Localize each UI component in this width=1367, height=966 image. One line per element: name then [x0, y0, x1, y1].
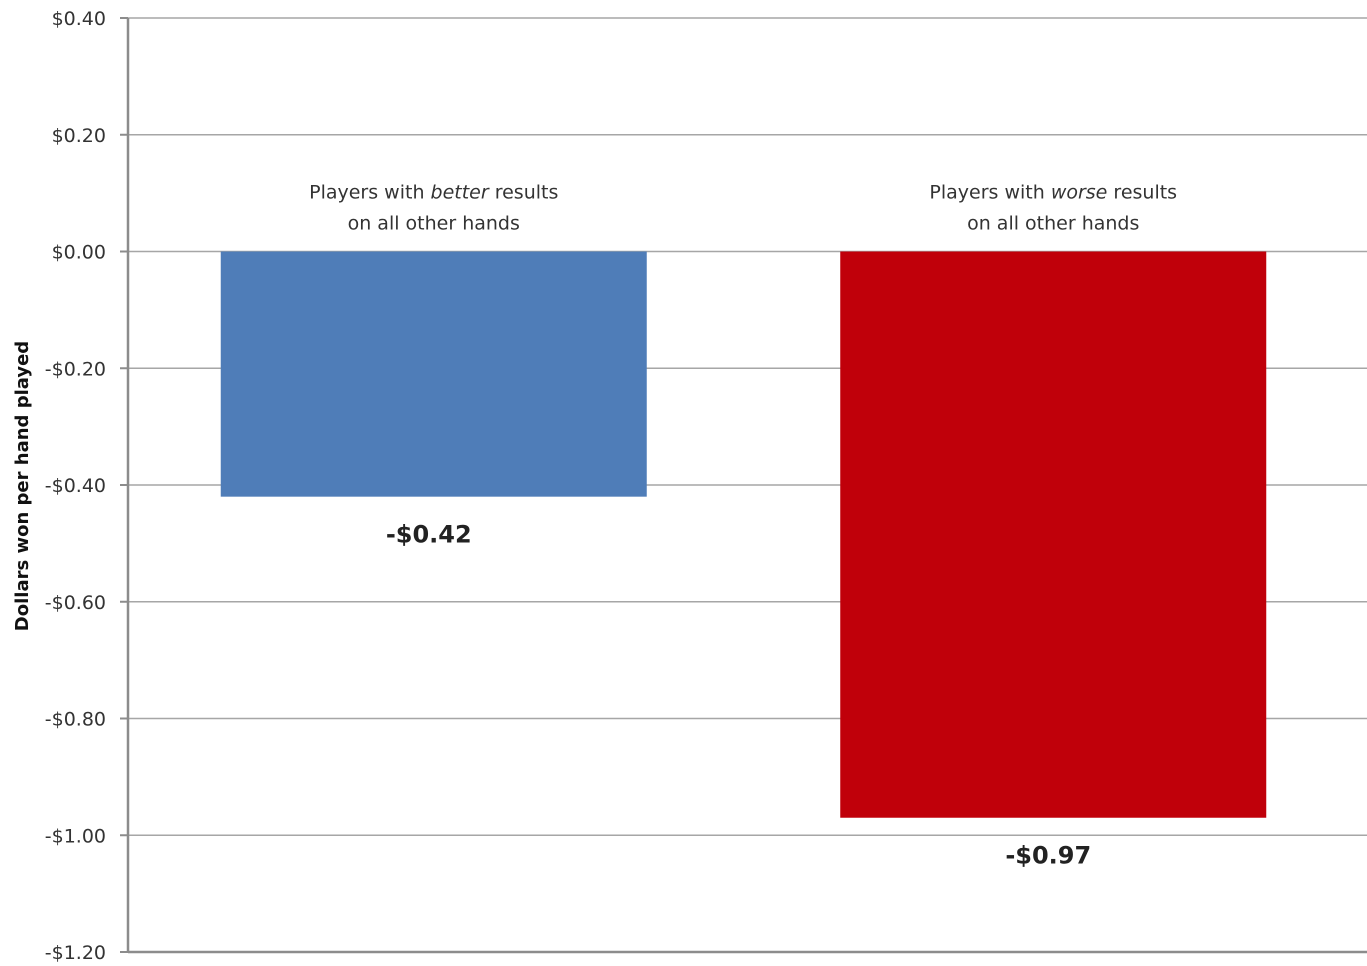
y-tick-label: $0.00: [52, 242, 106, 264]
category-label-segment: results: [489, 182, 559, 204]
data-label: -$0.97: [1005, 842, 1091, 870]
axes: [126, 18, 1367, 954]
y-tick-label: -$0.80: [45, 709, 106, 731]
y-tick-label: $0.20: [52, 125, 106, 147]
category-label-segment: Players with: [929, 182, 1050, 204]
category-label-line1: Players with worse results: [929, 182, 1177, 204]
y-tick-label: -$1.00: [45, 825, 106, 847]
y-tick-label: $0.40: [52, 8, 106, 30]
y-tick-labels: $0.40 $0.20 $0.00 -$0.20 -$0.40 -$0.60 -$0.80 -…: [45, 8, 106, 964]
category-label-segment: worse: [1051, 182, 1108, 204]
category-label-segment: Players with: [309, 182, 430, 204]
category-label-segment: results: [1107, 182, 1177, 204]
bars: [220, 251, 1267, 818]
category-label-segment: better: [431, 182, 490, 204]
category-label-line2: on all other hands: [967, 213, 1139, 235]
category-label-line2: on all other hands: [348, 213, 520, 235]
y-tick-label: -$1.20: [45, 942, 106, 964]
category-label-line1: Players with better results: [309, 182, 558, 204]
y-tick-label: -$0.60: [45, 592, 106, 614]
data-label: -$0.42: [386, 521, 472, 549]
y-tick-label: -$0.40: [45, 475, 106, 497]
y-tick-label: -$0.20: [45, 358, 106, 380]
y-axis-title: Dollars won per hand played: [12, 341, 33, 631]
bar: [840, 251, 1267, 818]
category-labels: Players with better results on all other …: [309, 182, 1177, 235]
bar: [220, 251, 647, 497]
data-labels: -$0.42 -$0.97: [386, 521, 1091, 870]
